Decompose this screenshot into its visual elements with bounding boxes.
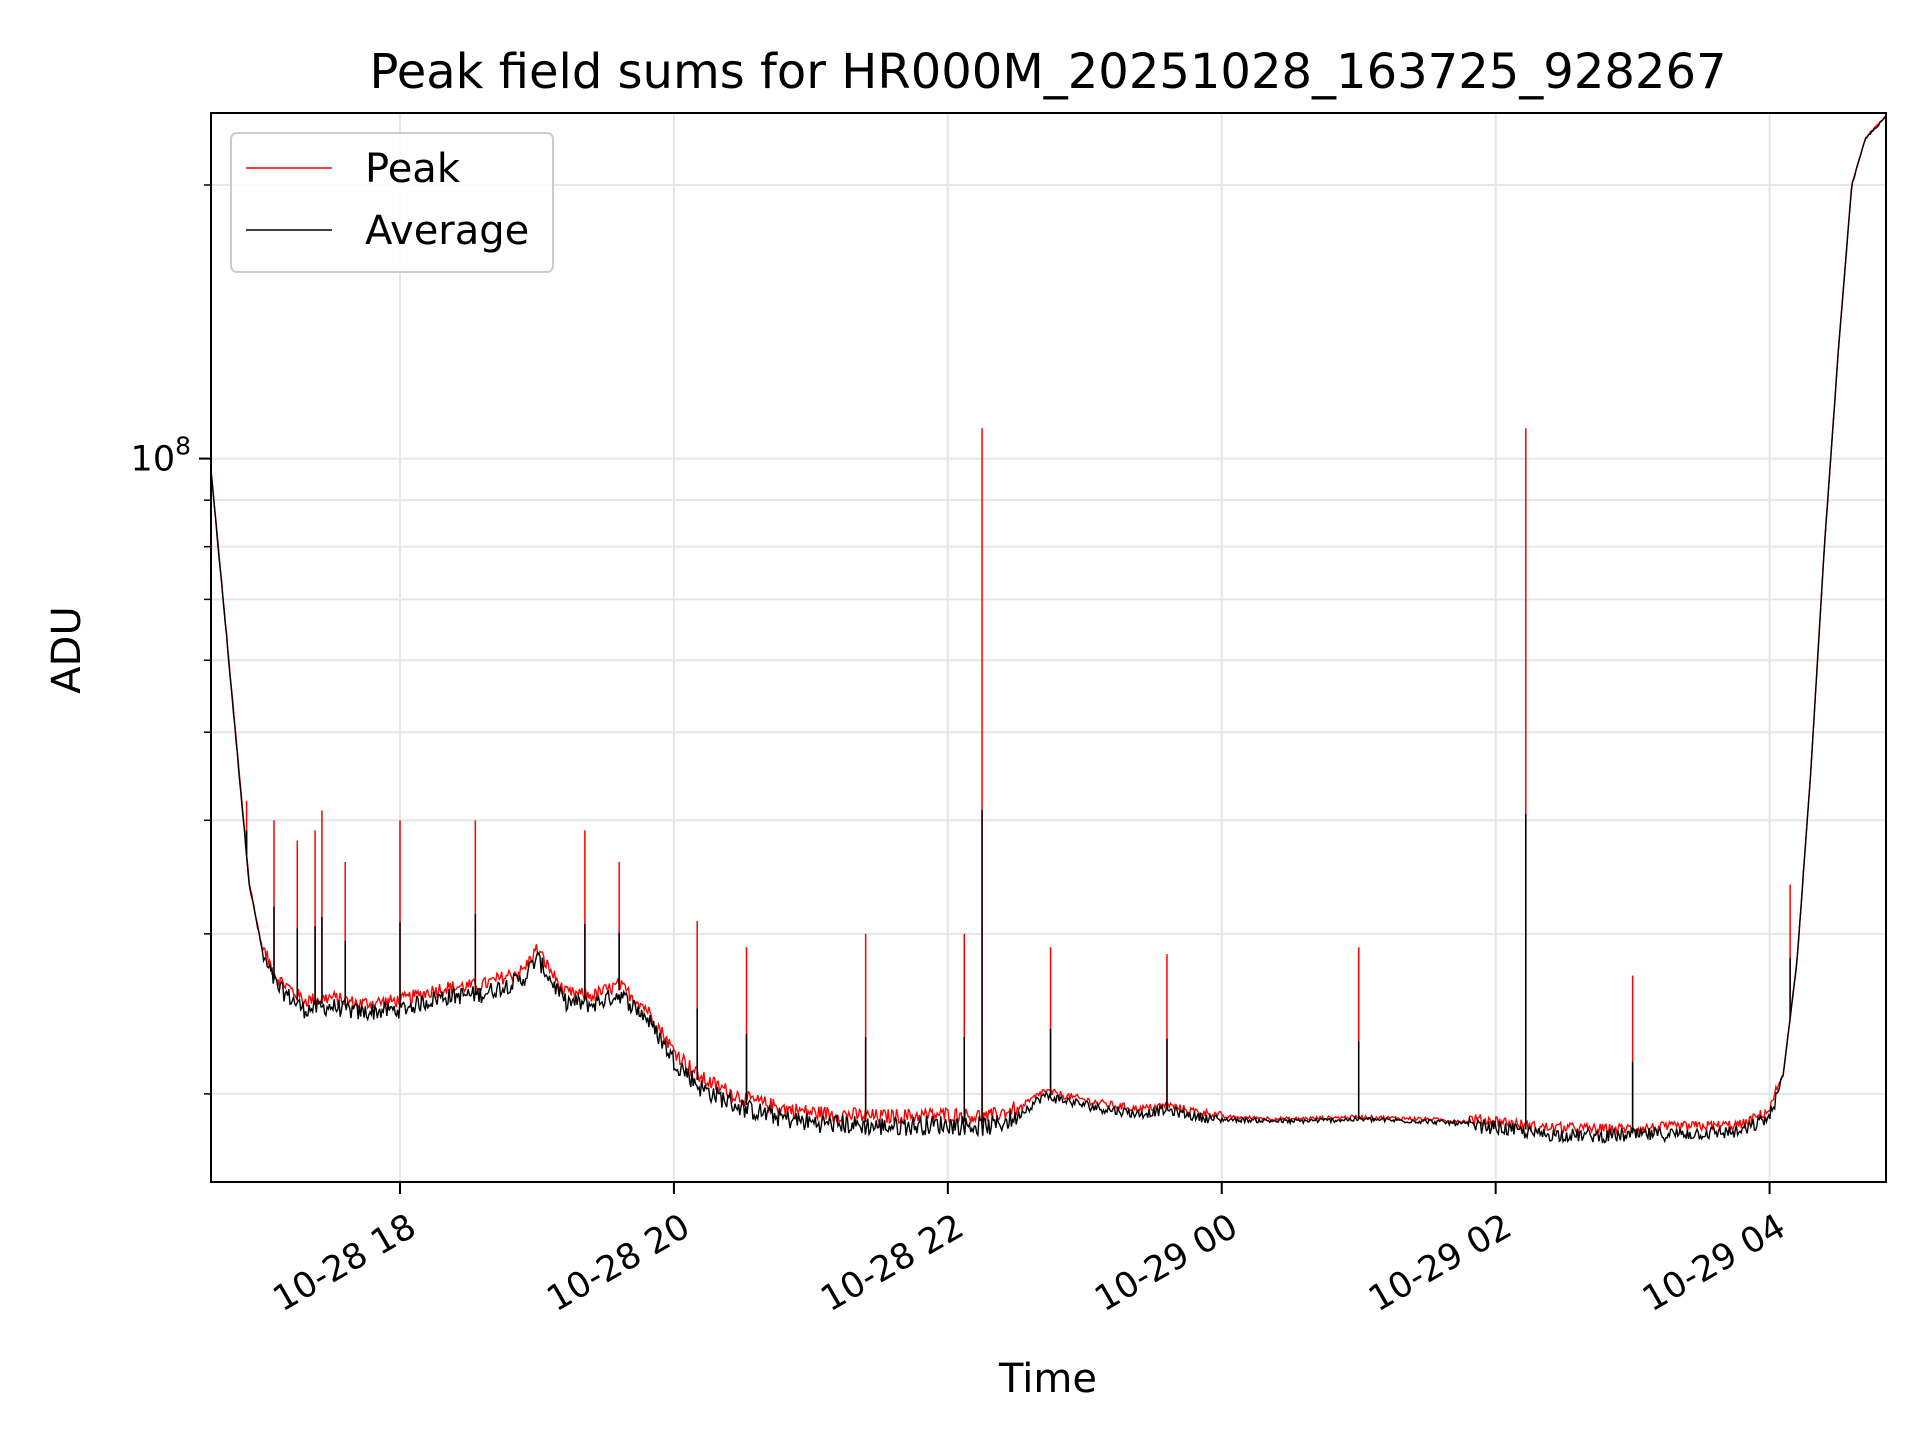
legend: Peak Average bbox=[230, 132, 554, 273]
average-series-line bbox=[211, 116, 1886, 1144]
peak-series-line bbox=[211, 115, 1886, 1137]
legend-peak-label: Peak bbox=[365, 146, 461, 192]
y-axis-label: ADU bbox=[44, 606, 90, 693]
y-tick-label: 108 bbox=[131, 432, 191, 480]
chart-title: Peak field sums for HR000M_20251028_1637… bbox=[369, 44, 1726, 100]
legend-average-label: Average bbox=[365, 208, 529, 254]
gridlines bbox=[211, 113, 1886, 1182]
series-group bbox=[211, 115, 1886, 1144]
series-layer bbox=[211, 115, 1886, 1144]
plot-frame bbox=[210, 112, 1887, 1183]
y-axis: 108 bbox=[131, 184, 211, 1095]
x-axis-label: Time bbox=[998, 1356, 1097, 1402]
